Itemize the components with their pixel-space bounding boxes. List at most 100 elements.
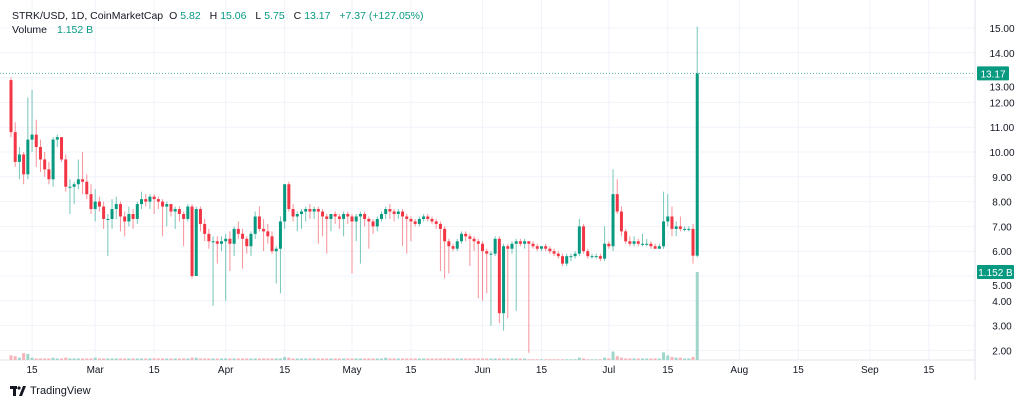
candle-body [603,243,607,259]
price-tick-label: 11.00 [990,123,1015,134]
candle-body [97,201,101,207]
candle-body [662,221,666,247]
volume-bar [245,358,249,360]
price-tick-label: 7.00 [992,222,1012,233]
volume-bar [552,359,556,360]
candle-body [674,226,678,229]
time-tick-label: Mar [87,365,105,376]
volume-bar [169,358,173,360]
volume-bar [497,358,501,360]
candle-body [485,251,489,254]
candle-body [569,256,573,258]
volume-bar [506,358,510,360]
legend-row-price: STRK/USD, 1D, CoinMarketCap O 5.82 H 15.06… [12,9,426,23]
candle-body [135,204,139,219]
last-price-badge [977,66,1009,81]
volume-bar [228,358,232,360]
volume-bar [468,358,472,360]
candle-body [249,233,253,247]
volume-bar [582,358,586,360]
candle-body [447,241,451,247]
candle-body [636,241,640,244]
time-tick-label: 15 [793,365,805,376]
volume-bar [624,358,628,360]
close-value: C 13.17 [293,10,331,22]
candle-body [413,221,417,224]
candle-body [76,179,80,185]
volume-bar [607,358,611,360]
symbol-label[interactable]: STRK/USD, 1D, CoinMarketCap [12,10,164,22]
candle-body [325,216,329,219]
candle-body [291,209,295,217]
candle-body [598,256,602,259]
volume-bar [354,358,358,360]
volume-bar [430,358,434,360]
volume-bar [118,358,122,360]
volume-bar [22,353,26,360]
price-tick-label: 9.00 [992,173,1012,184]
volume-bar [257,358,261,360]
volume-bar [220,358,223,360]
volume-bar [493,358,497,360]
volume-bar [278,358,282,360]
volume-bar [325,358,329,360]
candle-body [426,216,430,219]
volume-label[interactable]: Volume [12,24,48,36]
candle-body [34,134,38,148]
volume-value: 1.152 B [56,24,94,36]
volume-bar [371,358,375,360]
volume-bar [464,358,468,360]
candle-body [422,216,426,219]
volume-bar [674,357,678,360]
volume-bar [51,357,55,360]
legend-row-volume: Volume 1.152 B [12,23,426,37]
candle-body [295,214,299,217]
candle-body [30,134,34,140]
candle-body [548,248,552,252]
time-tick-label: Jul [602,365,615,376]
brand-name: TradingView [30,385,91,397]
volume-bar [114,358,118,360]
time-tick-label: 15 [279,365,291,376]
price-tick-label: 10.00 [989,148,1014,159]
candle-body [224,238,228,242]
volume-bar [165,358,169,360]
candle-body [253,216,257,234]
volume-bar [148,358,152,360]
candle-body [64,159,68,187]
candle-body [363,214,367,219]
candle-body [649,243,653,247]
candle-body [316,209,320,212]
candle-body [245,238,249,247]
candle-body [215,241,219,244]
candle-body [615,194,619,212]
candle-body [182,214,186,219]
volume-bar [653,358,657,360]
tradingview-branding[interactable]: TradingView [10,385,91,397]
candle-body [544,246,548,249]
volume-bar [9,355,13,360]
volume-bar [455,358,459,360]
candle-body [401,211,405,217]
candle-body [278,221,282,249]
candle-body [417,218,421,224]
volume-bar [561,359,565,360]
high-value: H 15.06 [209,10,247,22]
volume-bar [249,358,253,360]
candle-body [678,226,682,229]
candle-body [144,199,148,202]
candle-body [312,209,316,212]
volume-bar [438,358,442,360]
volume-bar [173,358,177,360]
volume-bar [316,358,320,360]
candle-body [118,204,122,217]
volume-bar [321,358,325,360]
volume-bar [291,358,295,360]
volume-bar [241,358,245,360]
volume-bar [329,358,333,360]
volume-bar [182,358,186,360]
volume-bar [207,358,211,360]
candle-body [611,194,615,247]
candle-body [89,194,93,210]
